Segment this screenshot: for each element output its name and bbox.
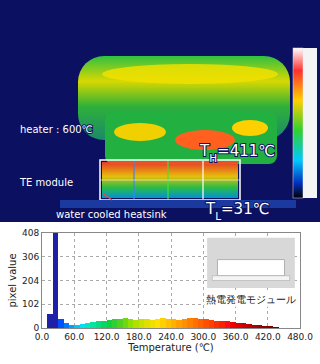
svg-text:TH=411℃: TH=411℃	[199, 142, 275, 164]
svg-text:TE module: TE module	[19, 177, 73, 188]
svg-text:60.0: 60.0	[64, 332, 84, 342]
svg-text:water cooled heatsink: water cooled heatsink	[56, 209, 167, 220]
svg-text:480.0: 480.0	[287, 332, 313, 342]
svg-text:120.0: 120.0	[94, 332, 120, 342]
svg-text:180.0: 180.0	[126, 332, 152, 342]
svg-text:TL=31℃: TL=31℃	[205, 200, 270, 222]
svg-text:204: 204	[22, 276, 39, 286]
svg-text:0.0: 0.0	[35, 332, 50, 342]
svg-text:Temperature (℃): Temperature (℃)	[127, 342, 214, 353]
svg-text:pixel value: pixel value	[7, 253, 18, 307]
svg-text:306: 306	[22, 252, 39, 262]
svg-text:0: 0	[33, 323, 39, 333]
svg-text:420.0: 420.0	[255, 332, 281, 342]
svg-text:heater : 600℃: heater : 600℃	[20, 124, 93, 135]
svg-text:240.0: 240.0	[158, 332, 184, 342]
svg-text:熱電発電モジュール: 熱電発電モジュール	[206, 294, 296, 305]
svg-text:360.0: 360.0	[223, 332, 249, 342]
svg-text:102: 102	[22, 299, 39, 309]
svg-text:408: 408	[22, 228, 39, 238]
svg-text:300.0: 300.0	[190, 332, 216, 342]
